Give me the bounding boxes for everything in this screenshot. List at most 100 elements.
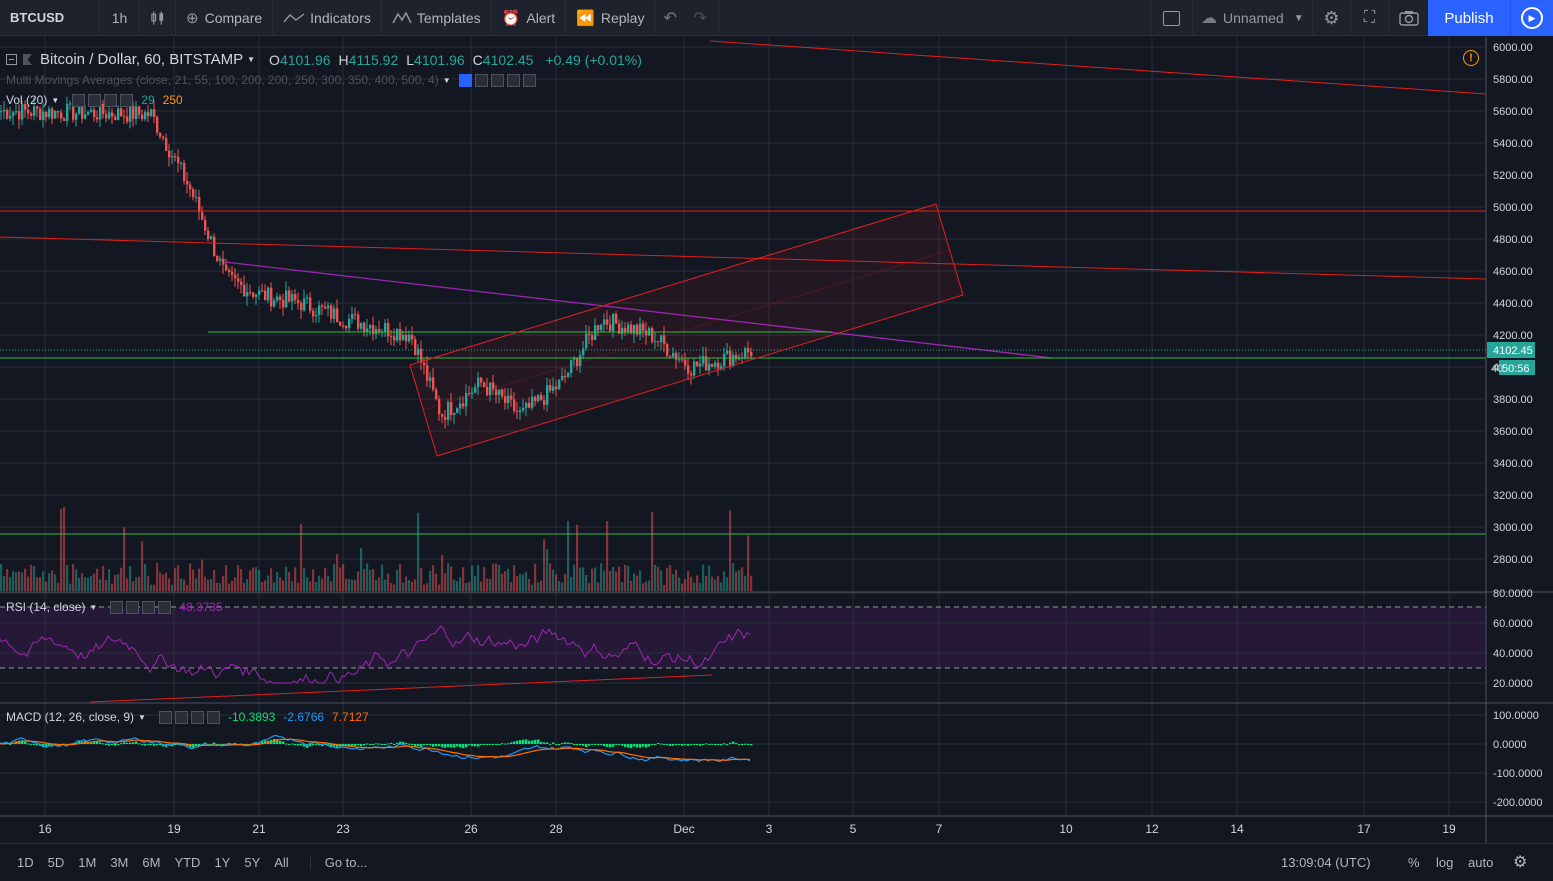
candle-body bbox=[144, 112, 147, 120]
chevron-down-icon[interactable]: ▼ bbox=[89, 602, 98, 612]
macd-hist-bar bbox=[90, 741, 93, 744]
chart-canvas[interactable]: 6000.00 5800.00 5600.00 5400.00 5200.00 5000.… bbox=[0, 37, 1553, 843]
volume-bar bbox=[504, 571, 507, 591]
macd-hist-bar bbox=[75, 742, 78, 744]
range-5d[interactable]: 5D bbox=[47, 855, 65, 870]
trend-line-top-red[interactable] bbox=[709, 40, 1487, 95]
chart-type-button[interactable] bbox=[140, 0, 176, 36]
fullscreen-button[interactable]: ⛶ bbox=[1350, 0, 1388, 36]
chart-area[interactable]: 6000.00 5800.00 5600.00 5400.00 5200.00 5000.… bbox=[0, 37, 1553, 843]
macd-hist-bar bbox=[195, 744, 198, 746]
chevron-down-icon[interactable]: ▼ bbox=[247, 55, 256, 64]
eye-icon[interactable] bbox=[72, 93, 86, 107]
settings-icon[interactable] bbox=[88, 93, 102, 107]
macd-hist-bar bbox=[453, 744, 456, 748]
indicators-button[interactable]: Indicators bbox=[273, 0, 382, 36]
compare-button[interactable]: ⊕ Compare bbox=[176, 0, 274, 36]
source-icon[interactable] bbox=[490, 73, 504, 87]
macd-hist-bar bbox=[438, 744, 441, 747]
settings-icon[interactable] bbox=[174, 710, 188, 724]
symbol-title[interactable]: Bitcoin / Dollar, 60, BITSTAMP bbox=[40, 51, 244, 68]
collapse-icon[interactable] bbox=[6, 54, 17, 65]
volume-bar bbox=[294, 567, 297, 591]
close-icon[interactable] bbox=[206, 710, 220, 724]
more-icon[interactable] bbox=[104, 93, 118, 107]
layout-select-button[interactable] bbox=[1150, 0, 1192, 36]
volume-bar bbox=[291, 581, 294, 591]
time-axis[interactable]: 16 19 21 23 26 28 Dec 3 5 7 10 12 14 17 19 bbox=[38, 822, 1456, 836]
macd-hist-bar bbox=[489, 744, 492, 745]
utc-clock[interactable]: 13:09:04 (UTC) bbox=[1281, 855, 1371, 870]
settings-button[interactable]: ⚙ bbox=[1312, 0, 1350, 36]
settings-icon[interactable] bbox=[474, 73, 488, 87]
fullscreen-icon: ⛶ bbox=[1363, 9, 1376, 26]
eye-icon[interactable] bbox=[458, 73, 472, 87]
close-icon[interactable] bbox=[158, 600, 172, 614]
more-icon[interactable] bbox=[190, 710, 204, 724]
close-icon[interactable] bbox=[120, 93, 134, 107]
range-1m[interactable]: 1M bbox=[78, 855, 97, 870]
range-1d[interactable]: 1D bbox=[17, 855, 34, 870]
more-icon[interactable] bbox=[506, 73, 520, 87]
chevron-down-icon[interactable]: ▼ bbox=[442, 75, 451, 85]
macd-hist-bar bbox=[258, 742, 261, 744]
redo-button[interactable]: ↷ bbox=[685, 0, 720, 36]
volume-bar bbox=[72, 564, 75, 591]
range-ytd[interactable]: YTD bbox=[174, 855, 201, 870]
volume-bar bbox=[585, 574, 588, 591]
macd-label[interactable]: MACD (12, 26, close, 9) bbox=[6, 710, 135, 724]
macd-hist-bar bbox=[474, 744, 477, 747]
mma-label[interactable]: Multi Movings Averages (close, 21, 55, 1… bbox=[6, 73, 439, 87]
macd-hist-bar bbox=[567, 742, 570, 744]
interval-button[interactable]: 1h bbox=[100, 0, 140, 36]
alert-button[interactable]: ⏰ Alert bbox=[492, 0, 567, 36]
auto-toggle[interactable]: auto bbox=[1468, 855, 1494, 870]
range-5y[interactable]: 5Y bbox=[244, 855, 261, 870]
volume-bar bbox=[546, 549, 549, 591]
eye-icon[interactable] bbox=[158, 710, 172, 724]
candle-body bbox=[216, 255, 219, 261]
layout-name-button[interactable]: ☁ Unnamed ▼ bbox=[1192, 0, 1312, 36]
templates-button[interactable]: Templates bbox=[382, 0, 492, 36]
more-icon[interactable] bbox=[142, 600, 156, 614]
goto-button[interactable]: Go to... bbox=[309, 855, 367, 870]
volume-bar bbox=[486, 578, 489, 591]
parallel-channel[interactable] bbox=[409, 203, 964, 457]
warning-icon[interactable]: ! bbox=[1463, 50, 1479, 66]
range-6m[interactable]: 6M bbox=[142, 855, 161, 870]
range-1y[interactable]: 1Y bbox=[214, 855, 231, 870]
play-button[interactable]: ▶ bbox=[1510, 0, 1553, 36]
trend-line-purple[interactable] bbox=[224, 261, 1053, 359]
volume-bar bbox=[507, 568, 510, 591]
volume-bar bbox=[576, 524, 579, 591]
gear-icon[interactable]: ⚙ bbox=[1513, 854, 1528, 871]
candle-body bbox=[249, 291, 252, 293]
rsi-trend-line[interactable] bbox=[89, 674, 713, 703]
open-label: O bbox=[269, 51, 280, 68]
macd-hist-bar bbox=[633, 744, 636, 747]
publish-button[interactable]: Publish bbox=[1428, 0, 1510, 36]
macd-hist-bar bbox=[585, 744, 588, 748]
range-3m[interactable]: 3M bbox=[110, 855, 129, 870]
replay-button[interactable]: ⏪ Replay bbox=[566, 0, 656, 36]
volume-bar bbox=[702, 564, 705, 591]
channel-midline bbox=[422, 249, 951, 411]
volume-bar bbox=[345, 578, 348, 591]
trend-line-red-long[interactable] bbox=[0, 236, 1487, 280]
chevron-down-icon[interactable]: ▼ bbox=[138, 712, 146, 722]
chevron-down-icon[interactable]: ▼ bbox=[51, 95, 60, 105]
vol-label[interactable]: Vol (20) bbox=[6, 93, 48, 107]
macd-hist-bar bbox=[222, 744, 225, 745]
snapshot-button[interactable] bbox=[1388, 0, 1428, 36]
symbol-search[interactable]: BTCUSD bbox=[0, 0, 100, 36]
settings-icon[interactable] bbox=[126, 600, 140, 614]
percent-toggle[interactable]: % bbox=[1408, 855, 1420, 870]
eye-icon[interactable] bbox=[110, 600, 124, 614]
close-icon[interactable] bbox=[522, 73, 536, 87]
rsi-label[interactable]: RSI (14, close) bbox=[6, 600, 86, 614]
volume-bar bbox=[129, 565, 132, 591]
volume-bar bbox=[144, 564, 147, 591]
range-all[interactable]: All bbox=[274, 855, 289, 870]
undo-button[interactable]: ↶ bbox=[655, 0, 685, 36]
log-toggle[interactable]: log bbox=[1436, 855, 1454, 870]
